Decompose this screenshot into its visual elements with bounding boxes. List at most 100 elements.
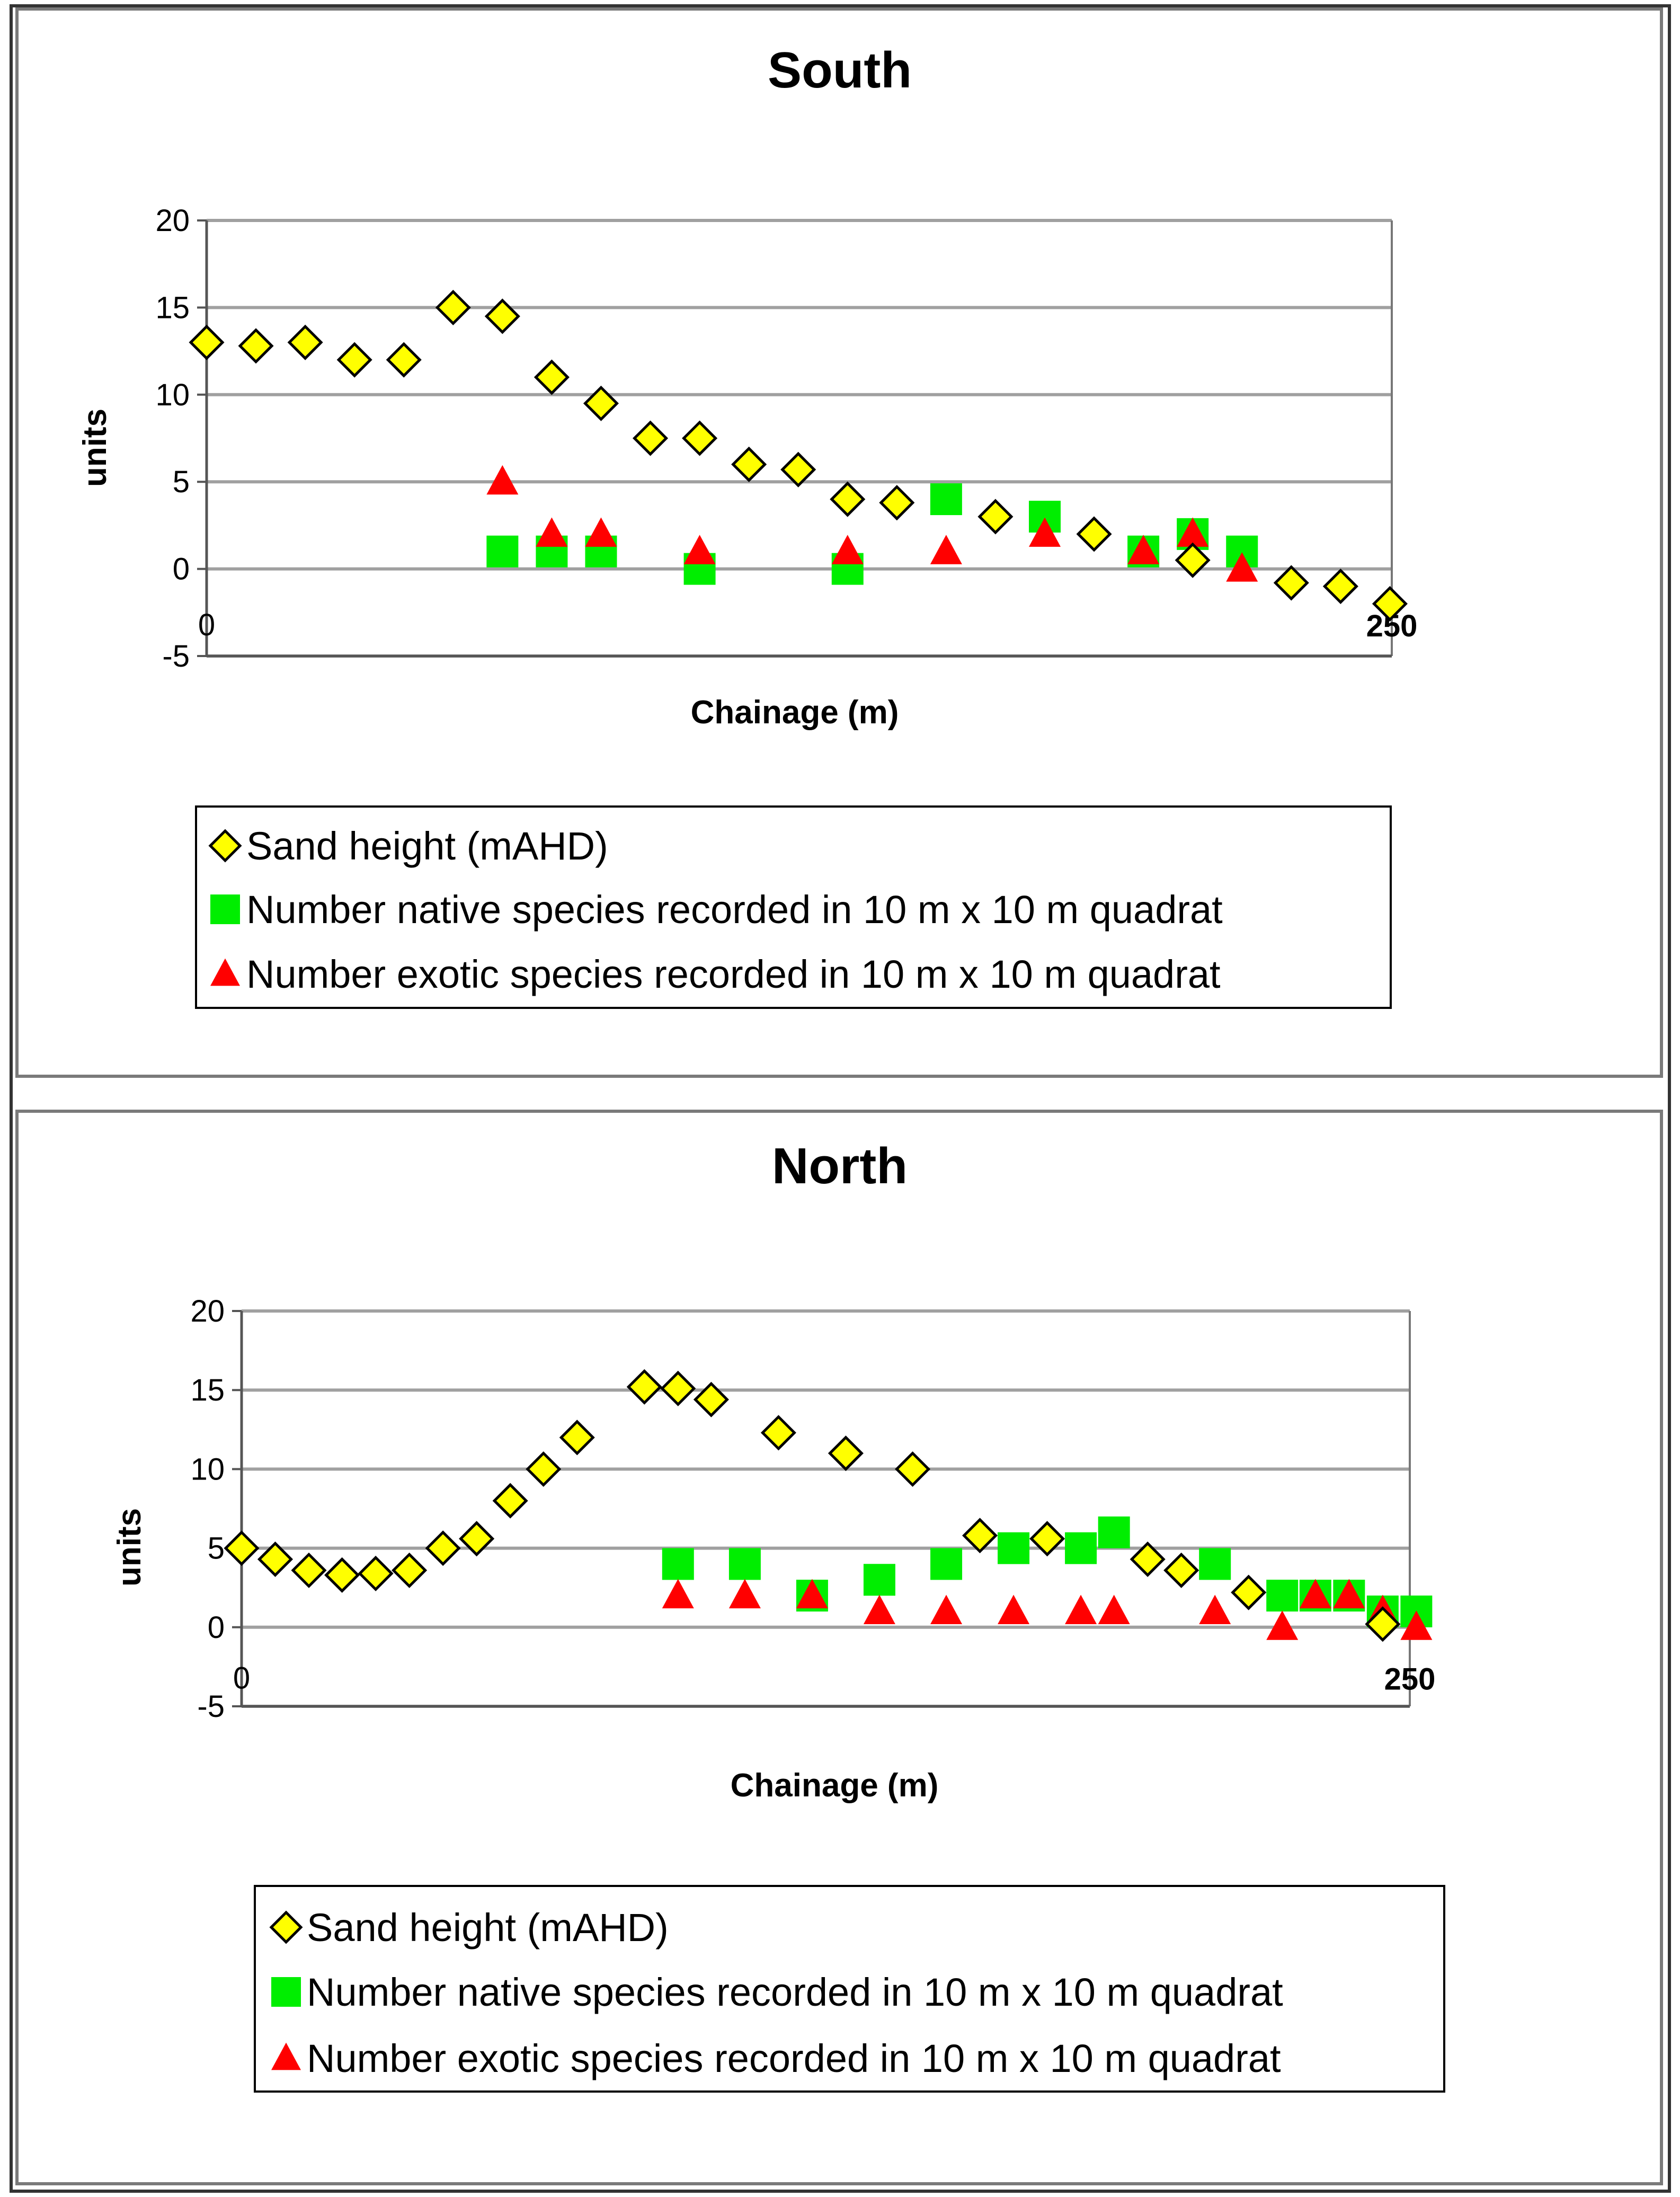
y-axis-label: units	[77, 409, 113, 487]
legend-keys	[269, 1910, 303, 2070]
legend-item-exotic-species: Number exotic species recorded in 10 m x…	[307, 2036, 1281, 2080]
data-point	[1322, 568, 1358, 605]
data-point	[895, 1451, 931, 1487]
data-point	[492, 1483, 528, 1519]
legend-item-sand-height: Sand height (mAHD)	[246, 824, 608, 868]
x-axis-label: Chainage (m)	[691, 694, 899, 731]
y-tick-label: 10	[190, 1452, 225, 1486]
legend-key-triangle	[210, 958, 240, 986]
data-point	[728, 1579, 761, 1609]
data-point	[486, 535, 519, 568]
data-point	[660, 1370, 696, 1406]
y-tick-label: 20	[155, 203, 190, 238]
legend-box	[254, 1885, 1445, 2093]
data-point	[796, 1579, 828, 1609]
chart-title: North	[772, 1138, 908, 1194]
data-point	[1098, 1516, 1130, 1548]
data-point	[486, 465, 519, 495]
data-point	[662, 1579, 694, 1609]
data-point	[879, 485, 915, 521]
data-point	[189, 324, 225, 360]
data-point	[1029, 1521, 1065, 1557]
data-point	[224, 1530, 260, 1566]
x-tick-label: 250	[1384, 1662, 1436, 1696]
y-tick-label: 5	[208, 1531, 225, 1566]
data-point	[1199, 1594, 1231, 1624]
data-point	[1065, 1594, 1097, 1624]
data-point	[1065, 1532, 1097, 1564]
data-point	[998, 1532, 1030, 1564]
data-point	[930, 483, 962, 516]
y-tick-label: 0	[173, 552, 190, 587]
data-point	[626, 1369, 662, 1405]
south-chart-panel: South 20 15 10 5 0 -5 0 250 units Chainage (m) …	[15, 7, 1663, 1078]
data-point	[1029, 517, 1061, 547]
legend-key-square	[210, 894, 240, 924]
legend-box	[195, 805, 1392, 1009]
legend-key-diamond	[269, 1910, 303, 1944]
data-point	[1400, 1610, 1433, 1640]
south-legend: Sand height (mAHD) Number native species…	[195, 805, 1392, 1009]
data-point	[683, 535, 716, 564]
data-point	[1175, 542, 1211, 578]
data-point	[1127, 535, 1160, 564]
data-point	[1372, 586, 1408, 622]
data-point	[863, 1564, 895, 1596]
data-point	[662, 1548, 694, 1580]
data-point	[962, 1518, 998, 1554]
legend-keys	[208, 829, 242, 986]
data-point	[585, 517, 617, 547]
data-point	[1333, 1579, 1365, 1609]
data-point	[780, 451, 816, 488]
data-point	[324, 1557, 360, 1593]
y-tick-label: -5	[162, 639, 190, 674]
legend-item-sand-height: Sand height (mAHD)	[307, 1906, 669, 1950]
data-point	[830, 481, 866, 517]
data-point	[1365, 1606, 1401, 1642]
data-point	[828, 1436, 864, 1472]
north-chart-panel: North 20 15 10 5 0 -5 0 250 units Chainage (m) …	[15, 1110, 1663, 2185]
y-tick-label: 5	[173, 465, 190, 499]
x-axis-label: Chainage (m)	[731, 1767, 939, 1804]
data-point	[693, 1381, 729, 1418]
data-point	[977, 499, 1014, 535]
data-point	[1098, 1594, 1130, 1624]
data-point	[1163, 1552, 1199, 1588]
data-point	[1266, 1610, 1299, 1640]
data-point	[425, 1530, 461, 1566]
y-axis-label: units	[111, 1508, 148, 1587]
y-tick-label: 15	[155, 290, 190, 325]
y-tick-label: 15	[190, 1373, 225, 1407]
legend-item-exotic-species: Number exotic species recorded in 10 m x…	[246, 952, 1221, 996]
data-point	[484, 298, 520, 334]
data-point	[760, 1415, 796, 1451]
data-point	[1266, 1580, 1299, 1612]
data-point	[559, 1420, 595, 1456]
y-tick-label: 10	[155, 378, 190, 412]
data-point	[1130, 1541, 1166, 1578]
data-point	[863, 1594, 895, 1624]
y-tick-label: 20	[190, 1294, 225, 1328]
legend-item-native-species: Number native species recorded in 10 m x…	[246, 888, 1223, 932]
data-point	[257, 1541, 294, 1578]
data-point	[392, 1552, 428, 1588]
data-point	[287, 324, 323, 360]
x-tick-label: 0	[198, 608, 215, 642]
data-point	[682, 420, 718, 456]
chart-title: South	[768, 42, 912, 99]
x-tick-label: 0	[233, 1661, 250, 1695]
north-legend: Sand height (mAHD) Number native species…	[254, 1885, 1445, 2093]
data-point	[536, 517, 568, 547]
data-point	[1199, 1548, 1231, 1580]
data-point	[930, 1594, 963, 1624]
data-point	[728, 1548, 761, 1580]
legend-key-diamond	[208, 829, 242, 863]
legend-key-square	[271, 1977, 301, 2007]
data-point	[1273, 565, 1309, 601]
data-point	[731, 446, 767, 482]
data-point	[526, 1451, 562, 1487]
